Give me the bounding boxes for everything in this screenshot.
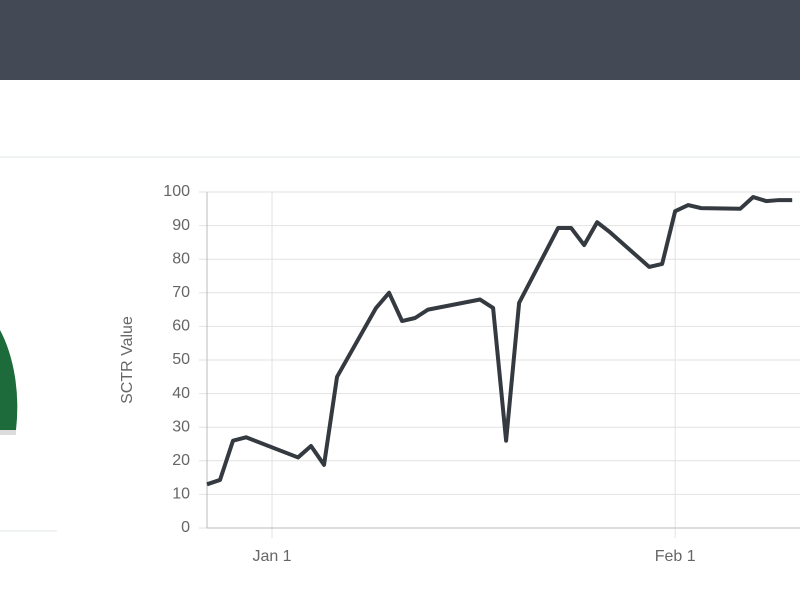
y-axis-title: SCTR Value: [119, 316, 136, 404]
y-tick-label: 70: [172, 284, 190, 301]
data-line: [206, 195, 793, 487]
y-tick-label: 10: [172, 486, 190, 503]
y-tick-label: 40: [172, 385, 190, 402]
y-tick-label: 60: [172, 318, 190, 335]
y-tick-label: 30: [172, 418, 190, 435]
y-tick-label: 0: [181, 519, 190, 536]
gauge-base: [0, 430, 16, 435]
y-tick-label: 100: [163, 183, 190, 200]
y-tick-label: 50: [172, 351, 190, 368]
y-tick-label: 80: [172, 250, 190, 267]
top-bar: [0, 0, 800, 80]
gauge-arc: [0, 330, 18, 430]
x-tick-label: Feb 1: [655, 548, 696, 565]
x-tick-label: Jan 1: [252, 548, 291, 565]
y-tick-label: 90: [172, 217, 190, 234]
y-tick-label: 20: [172, 452, 190, 469]
